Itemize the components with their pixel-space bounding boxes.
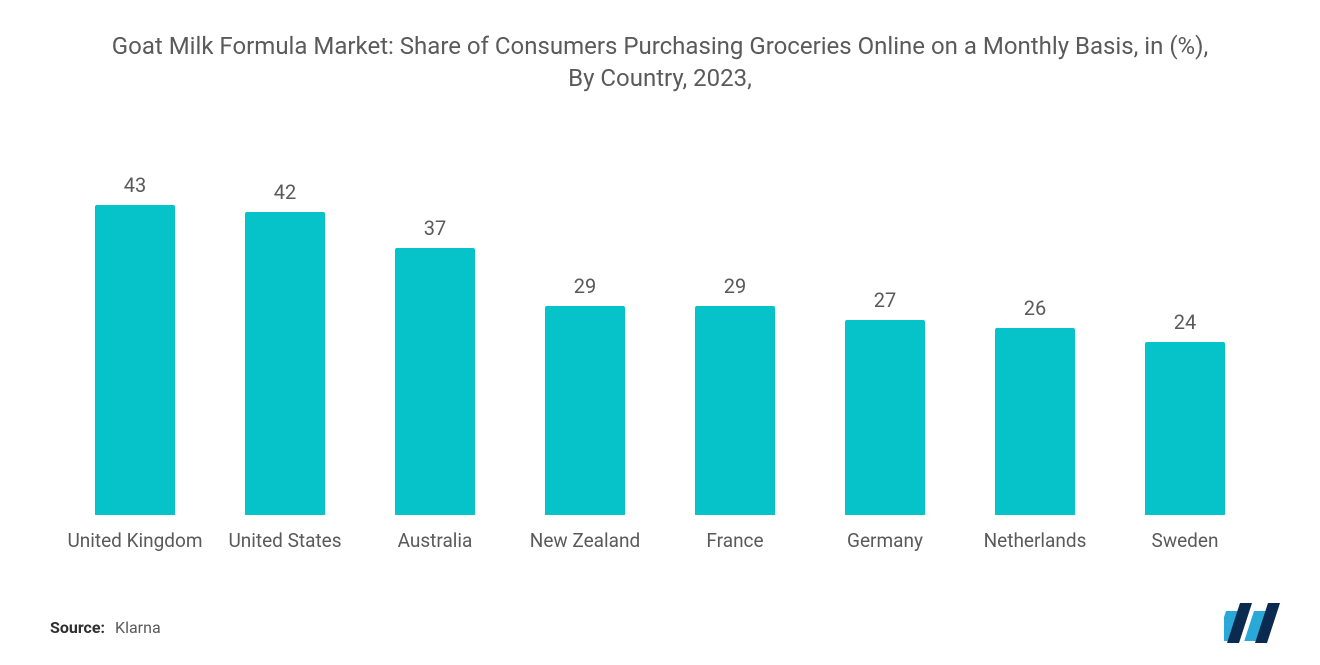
x-axis-category: United Kingdom [60,529,210,554]
bar-column: 37 [360,155,510,515]
brand-logo-icon [1224,601,1284,645]
bar-column: 42 [210,155,360,515]
x-axis-category: United States [210,529,360,554]
bar-value-label: 27 [874,288,896,312]
x-axis-category: Sweden [1110,529,1260,554]
bar-rect [995,328,1075,515]
bar-rect [695,306,775,515]
bar-value-label: 42 [274,180,296,204]
bar-column: 26 [960,155,1110,515]
source-attribution: Source: Klarna [50,618,161,637]
bar-column: 43 [60,155,210,515]
bar-rect [395,248,475,514]
bar-rect [95,205,175,515]
bar-column: 27 [810,155,960,515]
chart-title: Goat Milk Formula Market: Share of Consu… [110,30,1210,95]
bar-value-label: 37 [424,216,446,240]
x-axis-category: Australia [360,529,510,554]
bar-value-label: 29 [574,274,596,298]
bar-value-label: 26 [1024,296,1046,320]
x-axis-category: Germany [810,529,960,554]
bar-column: 24 [1110,155,1260,515]
bar-value-label: 29 [724,274,746,298]
x-axis-category: Netherlands [960,529,1110,554]
bar-rect [245,212,325,514]
bar-column: 29 [660,155,810,515]
bar-rect [845,320,925,514]
bar-rect [545,306,625,515]
bar-column: 29 [510,155,660,515]
bar-plot-area: 43 42 37 29 29 27 26 24 [50,155,1270,515]
x-axis-labels: United KingdomUnited StatesAustraliaNew … [50,515,1270,554]
bar-value-label: 24 [1174,310,1196,334]
source-label: Source: [50,618,105,637]
chart-container: Goat Milk Formula Market: Share of Consu… [0,0,1320,665]
source-value: Klarna [115,618,161,637]
x-axis-category: New Zealand [510,529,660,554]
x-axis-category: France [660,529,810,554]
bar-value-label: 43 [124,173,146,197]
bar-rect [1145,342,1225,515]
